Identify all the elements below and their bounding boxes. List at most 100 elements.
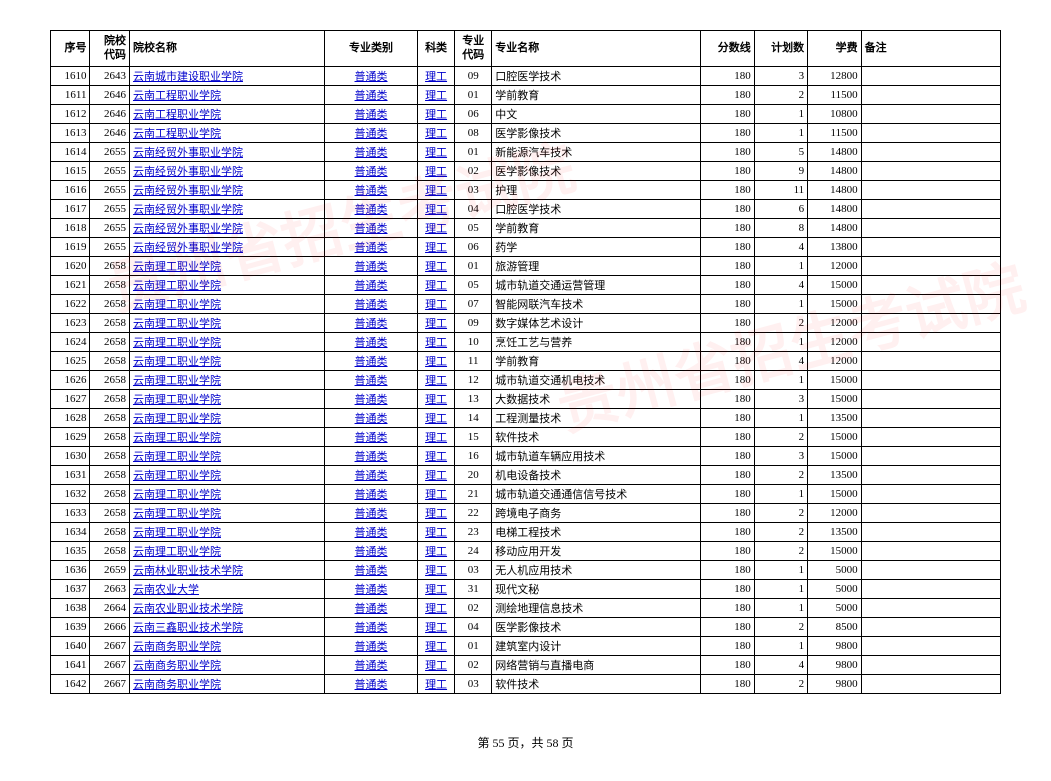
cell-school-name: 云南城市建设职业学院: [129, 67, 324, 86]
cell-tuition: 14800: [808, 200, 861, 219]
cell-major-type-text: 普通类: [355, 204, 388, 216]
cell-major-type: 普通类: [325, 618, 418, 637]
cell-score: 180: [701, 314, 754, 333]
cell-major-type: 普通类: [325, 523, 418, 542]
cell-plan: 1: [754, 561, 807, 580]
cell-remark: [861, 542, 1000, 561]
cell-school-name: 云南工程职业学院: [129, 105, 324, 124]
cell-tuition: 5000: [808, 580, 861, 599]
cell-school-name-text: 云南理工职业学院: [133, 299, 221, 311]
cell-school-name-text: 云南工程职业学院: [133, 109, 221, 121]
cell-remark: [861, 67, 1000, 86]
cell-seq: 1632: [51, 485, 90, 504]
cell-major-code: 11: [455, 352, 492, 371]
cell-subject-text: 理工: [425, 71, 447, 83]
cell-major-type-text: 普通类: [355, 489, 388, 501]
cell-plan: 1: [754, 333, 807, 352]
cell-plan: 4: [754, 238, 807, 257]
table-row: 16372663云南农业大学普通类理工31现代文秘18015000: [51, 580, 1001, 599]
cell-seq: 1614: [51, 143, 90, 162]
cell-major-type: 普通类: [325, 105, 418, 124]
cell-major-type-text: 普通类: [355, 470, 388, 482]
cell-major-type-text: 普通类: [355, 242, 388, 254]
cell-major-code: 09: [455, 314, 492, 333]
cell-remark: [861, 580, 1000, 599]
cell-plan: 1: [754, 257, 807, 276]
cell-tuition: 15000: [808, 447, 861, 466]
cell-tuition: 14800: [808, 181, 861, 200]
cell-school-code: 2658: [90, 257, 129, 276]
cell-major-code: 13: [455, 390, 492, 409]
cell-major-code: 10: [455, 333, 492, 352]
cell-plan: 1: [754, 124, 807, 143]
cell-plan: 9: [754, 162, 807, 181]
cell-tuition: 12000: [808, 333, 861, 352]
cell-tuition: 5000: [808, 599, 861, 618]
cell-score: 180: [701, 124, 754, 143]
cell-score: 180: [701, 181, 754, 200]
cell-tuition: 13500: [808, 409, 861, 428]
cell-school-name: 云南理工职业学院: [129, 466, 324, 485]
cell-major-type-text: 普通类: [355, 413, 388, 425]
cell-school-name: 云南商务职业学院: [129, 675, 324, 694]
cell-seq: 1624: [51, 333, 90, 352]
cell-tuition: 5000: [808, 561, 861, 580]
table-row: 16312658云南理工职业学院普通类理工20机电设备技术180213500: [51, 466, 1001, 485]
cell-major-code: 04: [455, 618, 492, 637]
cell-score: 180: [701, 580, 754, 599]
cell-school-name: 云南商务职业学院: [129, 637, 324, 656]
cell-school-name: 云南经贸外事职业学院: [129, 219, 324, 238]
cell-score: 180: [701, 618, 754, 637]
cell-major-code: 14: [455, 409, 492, 428]
cell-remark: [861, 504, 1000, 523]
header-tuition: 学费: [808, 31, 861, 67]
cell-school-name-text: 云南理工职业学院: [133, 413, 221, 425]
cell-score: 180: [701, 390, 754, 409]
cell-remark: [861, 428, 1000, 447]
cell-subject-text: 理工: [425, 90, 447, 102]
cell-major-name: 城市轨道交通通信信号技术: [492, 485, 701, 504]
cell-tuition: 15000: [808, 295, 861, 314]
cell-school-name: 云南商务职业学院: [129, 656, 324, 675]
table-row: 16342658云南理工职业学院普通类理工23电梯工程技术180213500: [51, 523, 1001, 542]
table-row: 16212658云南理工职业学院普通类理工05城市轨道交通运营管理1804150…: [51, 276, 1001, 295]
table-row: 16272658云南理工职业学院普通类理工13大数据技术180315000: [51, 390, 1001, 409]
cell-tuition: 10800: [808, 105, 861, 124]
cell-score: 180: [701, 352, 754, 371]
cell-school-code: 2658: [90, 333, 129, 352]
cell-subject-text: 理工: [425, 204, 447, 216]
cell-score: 180: [701, 504, 754, 523]
cell-tuition: 11500: [808, 86, 861, 105]
cell-school-name-text: 云南三鑫职业技术学院: [133, 622, 243, 634]
cell-major-type-text: 普通类: [355, 299, 388, 311]
cell-subject: 理工: [417, 181, 454, 200]
cell-remark: [861, 466, 1000, 485]
cell-major-code: 08: [455, 124, 492, 143]
cell-major-name: 中文: [492, 105, 701, 124]
cell-major-type: 普通类: [325, 124, 418, 143]
cell-subject-text: 理工: [425, 413, 447, 425]
cell-major-type: 普通类: [325, 485, 418, 504]
cell-seq: 1613: [51, 124, 90, 143]
cell-tuition: 9800: [808, 637, 861, 656]
cell-major-name: 移动应用开发: [492, 542, 701, 561]
cell-school-name: 云南理工职业学院: [129, 504, 324, 523]
cell-remark: [861, 124, 1000, 143]
cell-tuition: 9800: [808, 675, 861, 694]
cell-major-code: 23: [455, 523, 492, 542]
cell-score: 180: [701, 409, 754, 428]
cell-tuition: 15000: [808, 276, 861, 295]
cell-major-type: 普通类: [325, 200, 418, 219]
cell-subject-text: 理工: [425, 508, 447, 520]
cell-major-name: 无人机应用技术: [492, 561, 701, 580]
cell-major-type: 普通类: [325, 371, 418, 390]
cell-subject-text: 理工: [425, 375, 447, 387]
cell-remark: [861, 238, 1000, 257]
cell-school-name-text: 云南农业职业技术学院: [133, 603, 243, 615]
cell-subject-text: 理工: [425, 299, 447, 311]
cell-subject: 理工: [417, 599, 454, 618]
cell-school-code: 2658: [90, 542, 129, 561]
cell-major-code: 03: [455, 561, 492, 580]
cell-remark: [861, 162, 1000, 181]
cell-score: 180: [701, 371, 754, 390]
